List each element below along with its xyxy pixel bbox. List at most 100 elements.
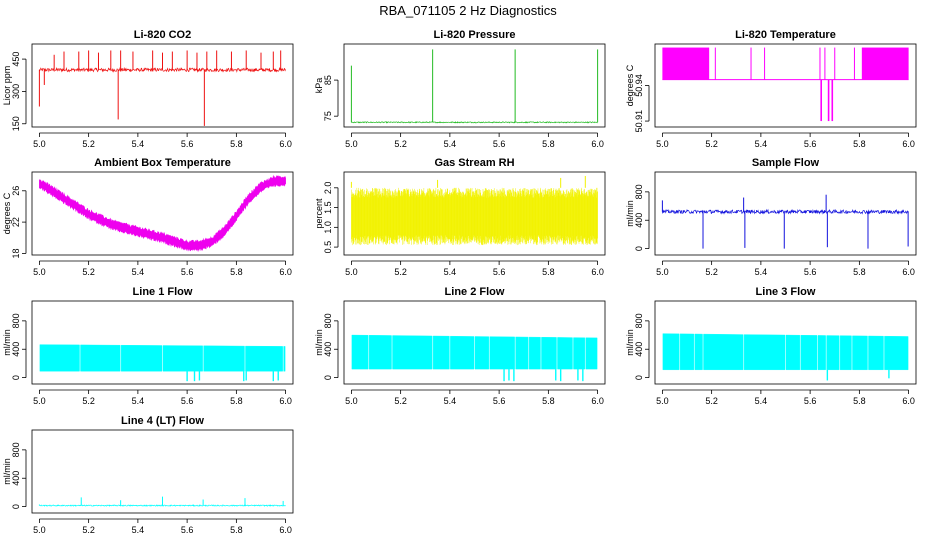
x-tick-label: 5.2 — [705, 139, 718, 149]
x-tick-label: 5.8 — [542, 139, 555, 149]
panel-title: Line 3 Flow — [756, 286, 816, 298]
x-tick-label: 5.6 — [181, 525, 194, 535]
series-band — [39, 174, 286, 253]
series-band — [662, 333, 680, 371]
x-tick-label: 6.0 — [591, 267, 604, 277]
y-tick-label: 0 — [323, 375, 333, 380]
y-tick-label: 450 — [11, 52, 21, 67]
x-tick-label: 5.0 — [656, 396, 669, 406]
y-axis-label: degrees C — [2, 192, 12, 234]
x-tick-label: 6.0 — [279, 525, 292, 535]
y-tick-label: 50.94 — [634, 74, 644, 97]
y-tick-label: 400 — [11, 342, 21, 357]
x-tick-label: 6.0 — [902, 267, 915, 277]
series-band — [368, 335, 392, 370]
series-band — [450, 335, 475, 370]
panel-2: Li-820 Pressure kPa 5.0 5.2 5.4 5.6 5.8 6.0 75 85 — [314, 29, 606, 149]
panel-title: Line 4 (LT) Flow — [121, 415, 204, 427]
y-tick-label: 800 — [634, 184, 644, 199]
series-band — [528, 336, 541, 370]
y-tick-label: 300 — [11, 84, 21, 99]
series-band — [80, 344, 121, 372]
panel-1: Li-820 CO2 Licor ppm 5.0 5.2 5.4 5.6 5.8 6.0 150… — [2, 29, 294, 149]
panel-8: Line 2 Flow ml/min 5.0 5.2 5.4 5.6 5.8 6.0 0 400 8… — [314, 286, 606, 406]
x-tick-label: 5.4 — [132, 267, 145, 277]
y-tick-label: 0.5 — [323, 241, 333, 254]
x-tick-label: 6.0 — [279, 267, 292, 277]
y-axis-label: ml/min — [625, 200, 635, 227]
x-tick-label: 5.2 — [394, 267, 407, 277]
x-tick-label: 5.4 — [132, 525, 145, 535]
x-tick-label: 5.2 — [705, 267, 718, 277]
y-axis-label: ml/min — [2, 329, 12, 356]
x-tick-label: 5.6 — [804, 139, 817, 149]
series-band — [585, 337, 598, 370]
x-tick-label: 5.8 — [230, 139, 243, 149]
x-tick-label: 5.0 — [33, 139, 46, 149]
plot-frame — [654, 171, 917, 256]
series-band — [826, 335, 840, 371]
y-tick-label: 400 — [634, 213, 644, 228]
panel-9: Line 3 Flow ml/min 5.0 5.2 5.4 5.6 5.8 6.0 0 400 8… — [625, 286, 917, 406]
x-tick-label: 5.6 — [181, 396, 194, 406]
x-tick-label: 5.2 — [705, 396, 718, 406]
x-tick-label: 5.4 — [444, 139, 457, 149]
plot-frame — [654, 300, 917, 385]
series-band — [743, 334, 786, 371]
x-tick-label: 5.8 — [853, 139, 866, 149]
plot-frame — [31, 171, 294, 256]
series-band — [432, 335, 450, 370]
dense-band — [662, 47, 710, 80]
x-tick-label: 6.0 — [591, 396, 604, 406]
panel-title: Li-820 Temperature — [735, 29, 836, 41]
panel-6: Sample Flow ml/min 5.0 5.2 5.4 5.6 5.8 6.0 0 400 8… — [625, 157, 917, 277]
panels: Li-820 CO2 Licor ppm 5.0 5.2 5.4 5.6 5.8 6.0 150… — [2, 29, 917, 535]
series-band — [852, 335, 868, 371]
y-tick-label: 1.0 — [323, 221, 333, 234]
panel-title: Gas Stream RH — [434, 157, 514, 169]
panel-5: Gas Stream RH percent 5.0 5.2 5.4 5.6 5.8 6.0 0.… — [314, 157, 606, 277]
series-band — [120, 345, 163, 372]
y-tick-label: 2.0 — [323, 182, 333, 195]
panel-title: Li-820 Pressure — [434, 29, 516, 41]
y-axis-label: ml/min — [314, 329, 324, 356]
panel-3: Li-820 Temperature degrees C 5.0 5.2 5.4 5.6 5… — [625, 29, 917, 149]
figure-title: RBA_071105 2 Hz Diagnostics — [379, 3, 557, 18]
x-tick-label: 5.2 — [394, 139, 407, 149]
series-band — [800, 335, 818, 371]
y-tick-label: 150 — [11, 116, 21, 131]
x-tick-label: 5.6 — [804, 267, 817, 277]
y-tick-label: 400 — [323, 342, 333, 357]
x-tick-label: 5.0 — [345, 267, 358, 277]
x-tick-label: 5.8 — [853, 396, 866, 406]
y-tick-label: 50.91 — [634, 110, 644, 133]
series-band — [245, 345, 283, 372]
x-tick-label: 6.0 — [279, 139, 292, 149]
series-band — [785, 334, 800, 371]
y-tick-label: 800 — [11, 442, 21, 457]
plot-frame — [654, 43, 917, 128]
series-band — [474, 336, 489, 370]
series-band — [162, 345, 203, 372]
y-tick-label: 0 — [634, 246, 644, 251]
series-band — [817, 335, 826, 371]
x-tick-label: 5.8 — [230, 267, 243, 277]
x-tick-label: 5.8 — [853, 267, 866, 277]
y-axis-label: percent — [314, 198, 324, 229]
panel-4: Ambient Box Temperature degrees C 5.0 5.2 5.… — [2, 157, 294, 277]
x-tick-label: 5.4 — [132, 396, 145, 406]
panel-title: Li-820 CO2 — [134, 29, 191, 41]
x-tick-label: 5.0 — [33, 525, 46, 535]
y-axis-label: kPa — [314, 78, 324, 94]
panel-title: Line 2 Flow — [445, 286, 505, 298]
x-tick-label: 5.2 — [82, 396, 95, 406]
series-band — [283, 346, 286, 372]
plot-frame — [343, 43, 606, 128]
series-band — [868, 335, 884, 371]
y-axis-label: Licor ppm — [2, 66, 12, 106]
x-tick-label: 5.2 — [394, 396, 407, 406]
x-tick-label: 5.4 — [755, 139, 768, 149]
x-tick-label: 5.6 — [804, 396, 817, 406]
x-tick-label: 5.4 — [444, 267, 457, 277]
